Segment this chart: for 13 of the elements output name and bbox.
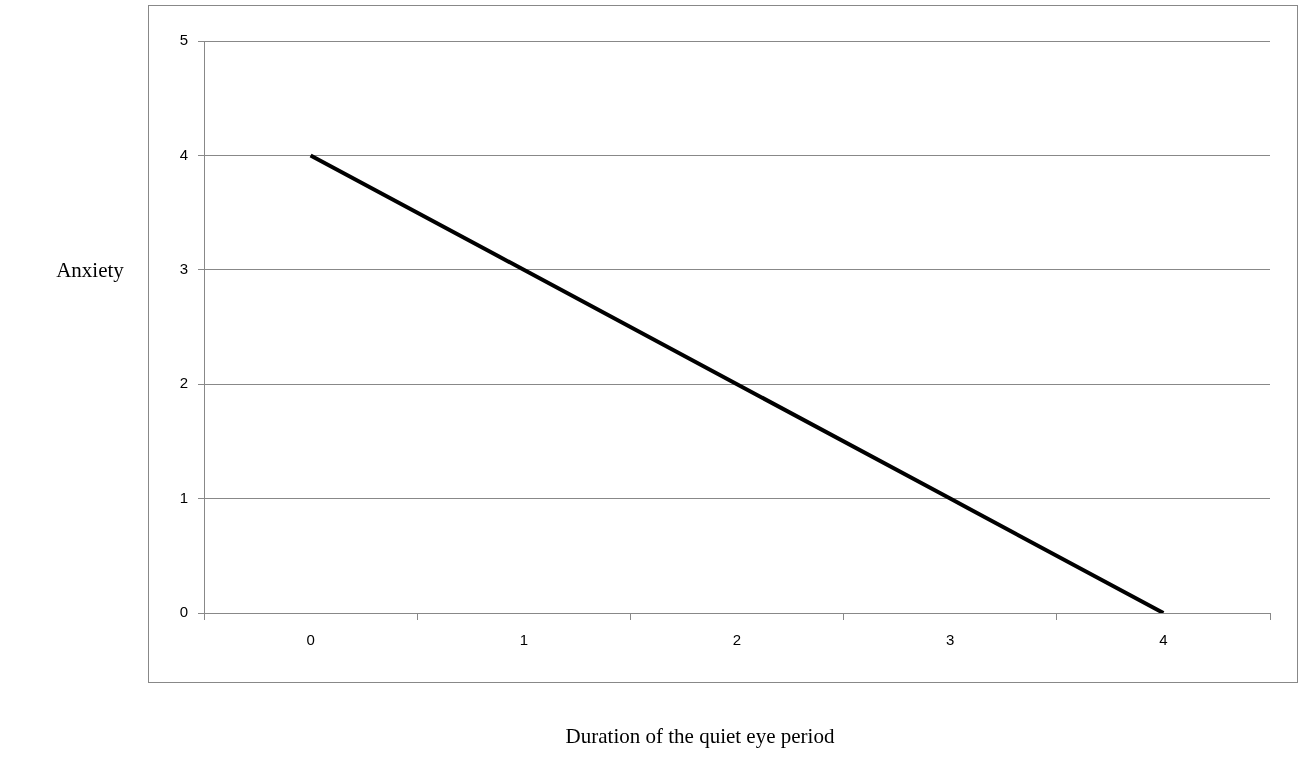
y-axis-title: Anxiety [55, 258, 125, 283]
x-tick-label: 4 [1159, 631, 1168, 649]
y-tick-label: 1 [179, 488, 188, 506]
x-tick-label: 3 [946, 631, 955, 649]
y-tick-label: 2 [179, 374, 188, 392]
x-tick-label: 1 [519, 631, 528, 649]
y-tick-label: 4 [179, 145, 188, 163]
x-tick-label: 0 [306, 631, 315, 649]
y-tick-label: 0 [179, 603, 188, 621]
y-tick-label: 5 [179, 31, 188, 49]
y-tick-label: 3 [179, 259, 188, 277]
x-axis-title: Duration of the quiet eye period [564, 724, 836, 749]
x-tick-label: 2 [732, 631, 742, 649]
